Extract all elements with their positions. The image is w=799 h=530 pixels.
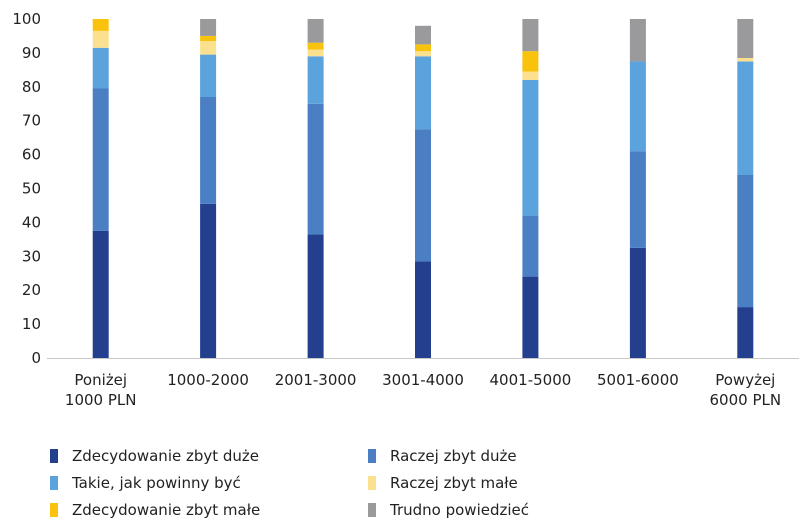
- x-category-label-2: 2001-3000: [275, 371, 357, 389]
- legend-swatch: [368, 449, 376, 463]
- y-tick-label-40: 40: [22, 213, 41, 231]
- y-axis-ticks: 0 10 20 30 40 50 60 70 80 90 100: [12, 10, 41, 367]
- x-category-line: 3001-4000: [382, 371, 464, 389]
- x-category-line: 6000 PLN: [710, 391, 782, 409]
- legend-swatch: [50, 476, 58, 490]
- bar-segment-2-4: [307, 42, 324, 50]
- legend-item: Raczej zbyt duże: [368, 447, 517, 465]
- bar-segment-3-1: [415, 129, 431, 262]
- x-category-line: Poniżej: [74, 371, 127, 389]
- x-category-line: Powyżej: [715, 371, 775, 389]
- legend-item: Trudno powiedzieć: [368, 501, 529, 519]
- legend-label: Raczej zbyt duże: [390, 447, 517, 465]
- bar-segment-1-3: [200, 41, 217, 55]
- bar-segment-1-4: [200, 35, 217, 41]
- bar-segment-6-2: [737, 61, 754, 175]
- legend-item: Zdecydowanie zbyt duże: [50, 447, 259, 465]
- y-tick-label-30: 30: [22, 247, 41, 265]
- bar-segment-3-3: [415, 51, 431, 57]
- bar-segment-6-1: [737, 174, 754, 308]
- bar-segment-0-3: [92, 30, 109, 48]
- bar-segment-3-4: [415, 44, 431, 52]
- bar-segment-0-0: [92, 230, 109, 358]
- y-tick-label-0: 0: [31, 349, 41, 367]
- y-tick-label-10: 10: [22, 315, 41, 333]
- bar-segment-4-0: [522, 276, 539, 358]
- bar-segment-6-5: [737, 19, 754, 58]
- bar-segment-1-2: [200, 54, 217, 97]
- bar-segment-2-3: [307, 49, 324, 57]
- x-axis-categories: Poniżej 1000 PLN 1000-2000 2001-3000 3001-40…: [65, 371, 781, 409]
- bar-segment-0-1: [92, 88, 109, 231]
- bar-segment-3-0: [415, 261, 431, 358]
- legend-swatch: [50, 449, 58, 463]
- bars: [92, 19, 754, 358]
- x-category-label-5: 5001-6000: [597, 371, 679, 389]
- x-category-label-0: Poniżej 1000 PLN: [65, 371, 137, 409]
- legend-label: Raczej zbyt małe: [390, 474, 518, 492]
- bar-segment-6-3: [737, 58, 754, 62]
- bar-segment-1-0: [200, 203, 217, 358]
- x-category-label-4: 4001-5000: [490, 371, 572, 389]
- x-category-line: 1000 PLN: [65, 391, 137, 409]
- bar-segment-5-2: [629, 61, 646, 152]
- bar-segment-4-5: [522, 19, 539, 52]
- legend-label: Takie, jak powinny być: [72, 474, 241, 492]
- x-category-label-3: 3001-4000: [382, 371, 464, 389]
- bar-segment-1-1: [200, 97, 217, 204]
- y-tick-label-100: 100: [12, 10, 41, 28]
- legend-swatch: [368, 503, 376, 517]
- bar-segment-5-0: [629, 247, 646, 358]
- x-category-line: 1000-2000: [167, 371, 249, 389]
- legend-swatch: [368, 476, 376, 490]
- bar-segment-5-5: [629, 19, 646, 62]
- legend-item: Zdecydowanie zbyt małe: [50, 501, 260, 519]
- y-tick-label-80: 80: [22, 78, 41, 96]
- y-tick-label-70: 70: [22, 112, 41, 130]
- y-tick-label-60: 60: [22, 146, 41, 164]
- bar-segment-4-1: [522, 215, 539, 277]
- bar-segment-2-2: [307, 56, 324, 104]
- bar-segment-3-2: [415, 56, 431, 130]
- legend-label: Zdecydowanie zbyt małe: [72, 501, 261, 519]
- bar-segment-1-5: [200, 19, 217, 36]
- bar-segment-4-2: [522, 80, 539, 216]
- x-category-label-6: Powyżej 6000 PLN: [710, 371, 782, 409]
- bar-segment-4-4: [522, 51, 539, 72]
- bar-segment-0-2: [92, 47, 109, 89]
- x-category-line: 5001-6000: [597, 371, 679, 389]
- bar-segment-4-3: [522, 71, 539, 80]
- y-tick-label-50: 50: [22, 180, 41, 198]
- bar-segment-2-5: [307, 19, 324, 43]
- bar-segment-2-1: [307, 103, 324, 235]
- legend-item: Takie, jak powinny być: [50, 474, 241, 492]
- bar-segment-6-0: [737, 307, 754, 358]
- y-tick-label-90: 90: [22, 44, 41, 62]
- x-category-label-1: 1000-2000: [167, 371, 249, 389]
- bar-segment-3-5: [415, 25, 431, 45]
- y-tick-label-20: 20: [22, 281, 41, 299]
- x-category-line: 4001-5000: [490, 371, 572, 389]
- legend-item: Raczej zbyt małe: [368, 474, 518, 492]
- bar-segment-0-4: [92, 19, 109, 31]
- legend-label: Zdecydowanie zbyt duże: [72, 447, 260, 465]
- x-category-line: 2001-3000: [275, 371, 357, 389]
- legend-label: Trudno powiedzieć: [390, 501, 530, 519]
- bar-segment-5-1: [629, 151, 646, 248]
- bar-segment-2-0: [307, 234, 324, 358]
- legend-swatch: [50, 503, 58, 517]
